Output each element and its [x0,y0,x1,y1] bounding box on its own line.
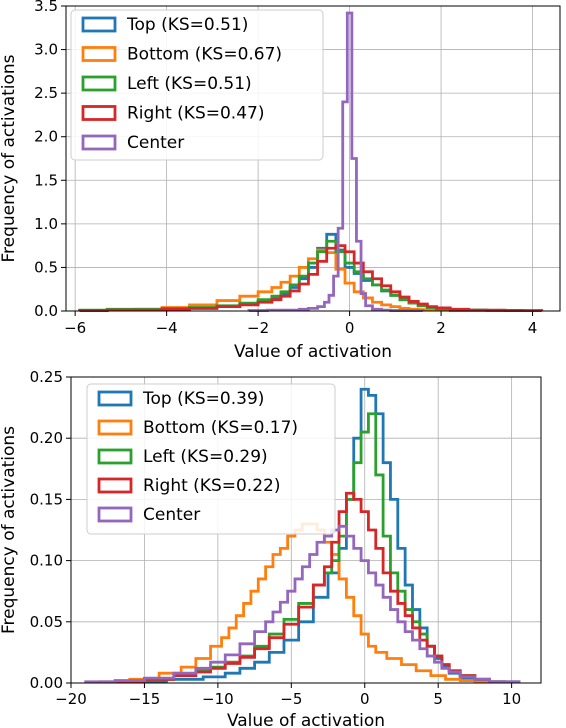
x-tick-label: 4 [528,319,538,337]
legend-label-5: Center [143,505,200,525]
x-tick-label: 0 [345,319,355,337]
legend-label-2: Bottom (KS=0.17) [143,418,298,438]
y-tick-label: 1.5 [34,171,58,189]
y-tick-label: 0.15 [30,490,63,508]
x-tick-label: 5 [433,690,443,708]
legend: Top (KS=0.39) Bottom (KS=0.17) Left (KS=0.… [86,383,336,535]
legend-label-3: Left (KS=0.29) [143,447,268,467]
legend-swatch-1 [81,16,117,33]
y-tick-label: 3.5 [34,0,58,15]
y-tick-label: 0.25 [30,368,63,386]
series-2-histogram [78,248,525,312]
chart-2: −20 −15 −10 −5 0 5 10 0.00 0.05 0.10 0.15 0.20 0.25 V… [0,368,542,728]
plot-frame [65,5,561,312]
y-tick-label: 2.0 [34,128,58,146]
x-tick-label: 2 [436,319,446,337]
legend-label-1: Top (KS=0.39) [142,389,264,409]
series-4-histogram [78,244,544,312]
x-tick-label: −20 [55,690,87,708]
series-2-histogram [98,522,491,684]
series-5-histogram [84,524,521,684]
y-axis-label: Frequency of activations [0,54,19,262]
y-tick-label: 0.0 [34,302,58,320]
x-tick-label: −5 [280,690,302,708]
legend-swatch-4 [81,105,117,121]
series-1-histogram [78,232,525,312]
y-tick-label: 0.10 [30,552,63,570]
y-tick-label: 3.0 [34,41,58,59]
legend-swatch-5 [97,506,133,523]
series-3-histogram [78,239,525,312]
x-tick-label: −4 [156,319,178,337]
legend-label-1: Top (KS=0.51) [126,15,248,35]
x-axis-label: Value of activation [234,342,392,362]
legend: Top (KS=0.51) Bottom (KS=0.67) Left (KS=0.… [70,9,324,161]
chart-1: −6 −4 −2 0 2 4 0.0 0.5 1.0 1.5 2.0 2.5 3.0 3.5 Value o… [0,0,561,362]
y-tick-label: 1.0 [34,215,58,233]
legend-box [86,383,336,535]
y-tick-label: 0.00 [30,674,63,692]
y-tick-label: 2.5 [34,84,58,102]
x-axis-label: Value of activation [227,711,385,728]
legend-swatch-3 [81,75,117,92]
x-tick-label: −15 [129,690,161,708]
y-tick-label: 0.05 [30,613,63,631]
legend-swatch-1 [97,390,133,407]
x-tick-label: 0 [360,690,370,708]
x-tick-label: 10 [502,690,521,708]
legend-swatch-2 [97,419,133,436]
x-tick-label: −2 [247,319,269,337]
y-axis-label: Frequency of activations [0,426,19,634]
legend-swatch-2 [81,46,117,62]
series-5-histogram [247,11,425,312]
legend-label-5: Center [127,133,184,153]
legend-swatch-3 [97,448,133,465]
legend-label-4: Right (KS=0.22) [143,476,280,496]
x-tick-label: −10 [202,690,234,708]
y-tick-label: 0.5 [34,258,58,276]
legend-swatch-5 [81,134,117,151]
legend-box [70,9,324,161]
series-4-histogram [113,491,506,684]
plot-frame [70,376,542,684]
legend-label-2: Bottom (KS=0.67) [127,45,282,65]
legend-label-4: Right (KS=0.47) [127,104,264,124]
y-tick-label: 0.20 [30,429,63,447]
x-tick-label: −6 [64,319,86,337]
legend-label-3: Left (KS=0.51) [127,74,252,94]
legend-swatch-4 [97,477,133,494]
